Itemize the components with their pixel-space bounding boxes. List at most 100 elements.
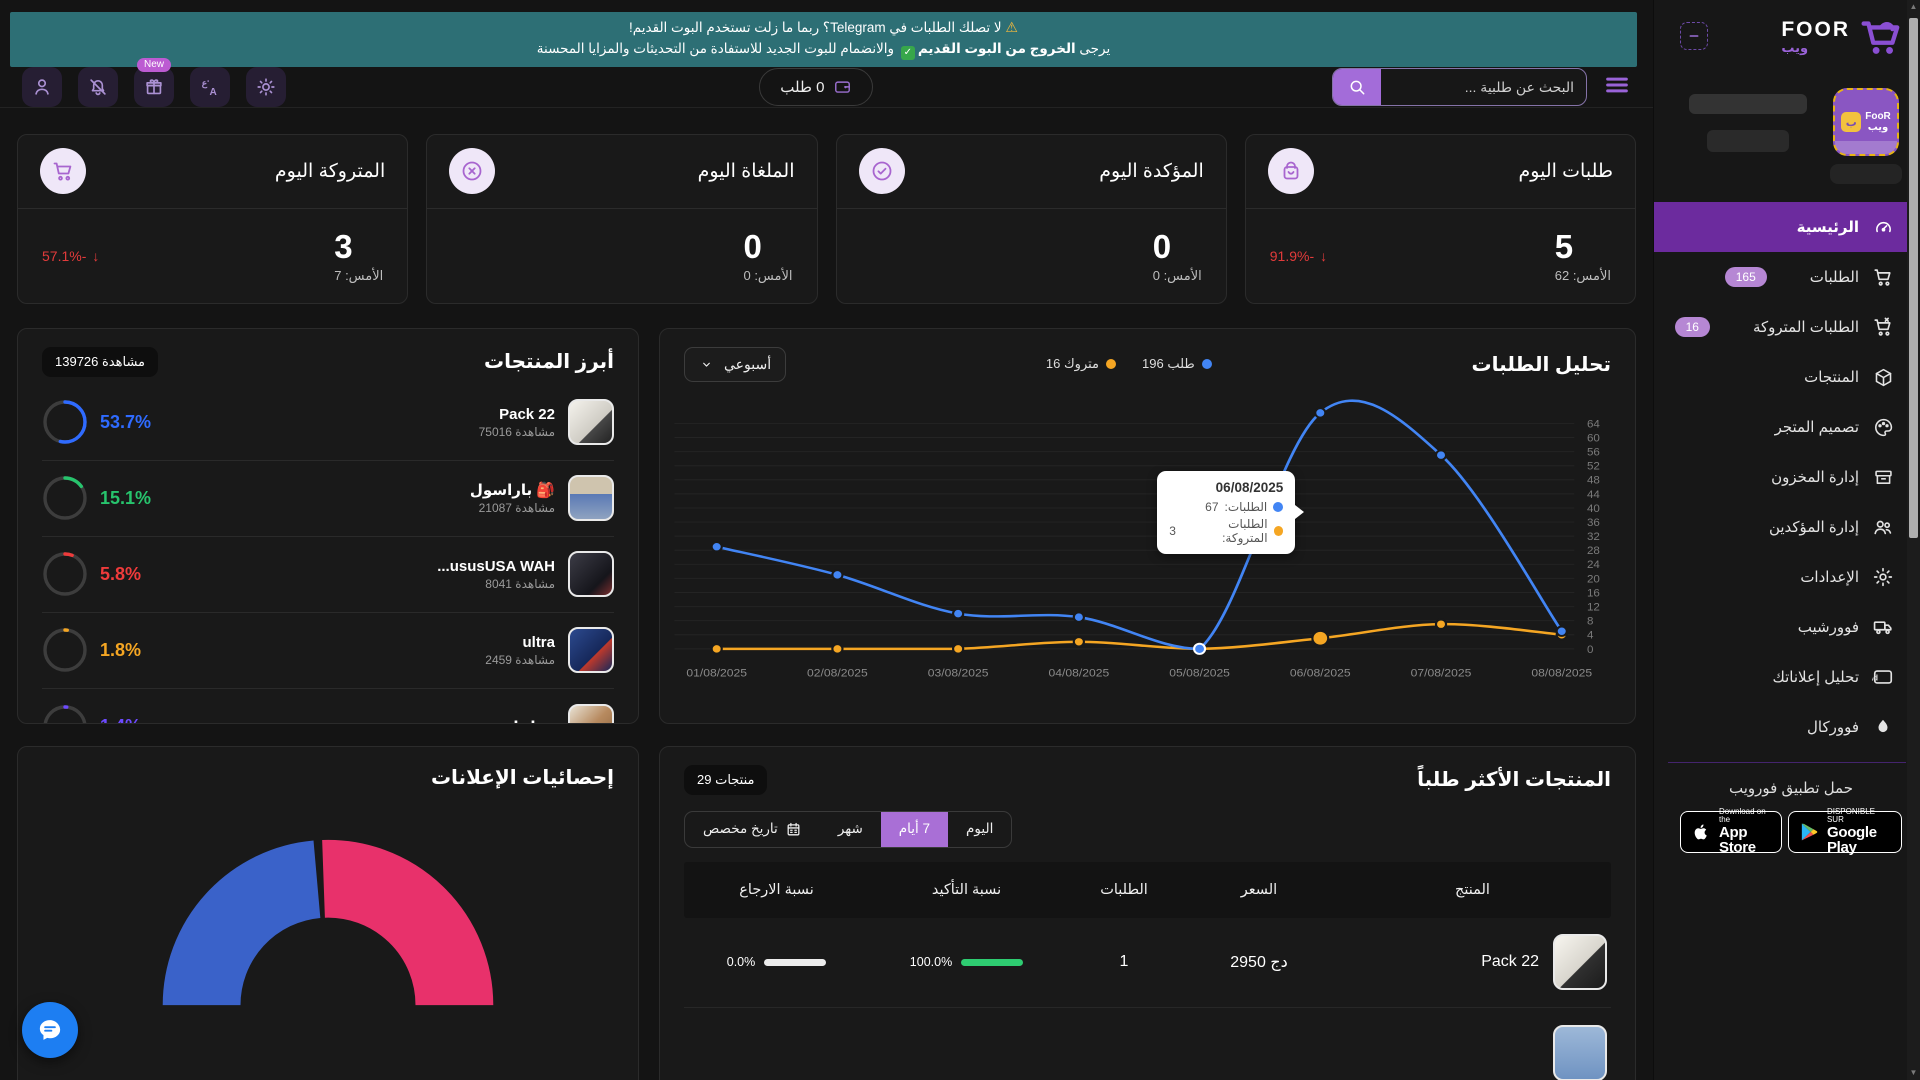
tab-1[interactable]: 7 أيام [880, 811, 949, 847]
app-store-bottom-text: App Store [1719, 823, 1756, 857]
sidebar-item-10[interactable]: فووركال [1654, 702, 1920, 752]
svg-text:60: 60 [1587, 433, 1600, 445]
gauge-svg [162, 839, 494, 1007]
truck-icon [1872, 616, 1894, 638]
stat-card-2: الملغاة اليوم 0 الأمس: 0 [426, 133, 818, 304]
svg-text:04/08/2025: 04/08/2025 [1048, 667, 1109, 680]
orders-line-chart[interactable]: 0 4 8 12 16 20 24 28 32 36 40 44 48 52 56 60 64 01/08/202… [660, 390, 1635, 690]
sidebar-top: FOOR ويب [1680, 14, 1902, 60]
gift-button[interactable]: New [134, 57, 174, 107]
svg-text:16: 16 [1587, 588, 1600, 600]
page-scrollbar[interactable]: ▲ ▼ [1907, 0, 1920, 1080]
dashboard-icon [1872, 216, 1894, 238]
toolbar-icon-buttons: New ع A [22, 57, 286, 107]
store-avatar[interactable]: FooR ويب ب [1833, 88, 1899, 156]
person-icon [31, 76, 53, 98]
arrow-down-icon: ↓ [1320, 247, 1328, 264]
product-percent: 53.7% [100, 411, 152, 432]
banner-line1: لا تصلك الطلبات في Telegram؟ ربما ما زلت… [629, 20, 1002, 35]
google-play-badge[interactable]: DISPONIBLE SUR Google Play [1787, 807, 1902, 856]
sidebar-item-2[interactable]: الطلبات المتروكة 16 [1654, 302, 1920, 352]
sidebar-item-0[interactable]: الرئيسية [1654, 202, 1920, 252]
product-name: ...ususUSA WAH [437, 557, 555, 575]
stat-card-value: 0 [1152, 227, 1172, 265]
ads-gauge-chart [18, 832, 638, 1012]
line-chart-svg: 048121620242832364044485256606401/08/202… [674, 399, 1600, 680]
avatar-caption-skeleton [1830, 164, 1902, 184]
tab-0[interactable]: اليوم [948, 812, 1011, 847]
svg-text:36: 36 [1587, 517, 1600, 529]
wallet-icon [833, 77, 852, 96]
column-header-4: نسبة الارجاع [739, 881, 814, 898]
scrollbar-up-arrow[interactable]: ▲ [1909, 2, 1918, 11]
stat-card-value: 5 [1554, 227, 1574, 265]
sidebar-user-area: FooR ويب ب [1680, 88, 1902, 184]
tab-2[interactable]: شهر [820, 812, 881, 847]
orders-count-pill[interactable]: 0 طلب [759, 67, 874, 106]
top-product-row[interactable]: حذاء انيق 1.4% [42, 689, 614, 723]
svg-text:A: A [210, 87, 218, 98]
stat-card-title: الملغاة اليوم [697, 160, 795, 182]
users-icon [1872, 516, 1894, 538]
bell-off-button[interactable] [78, 66, 118, 107]
period-dropdown[interactable]: أسبوعي [684, 346, 787, 382]
most-ordered-panel: المنتجات الأكثر طلباً 29 منتجات اليوم 7 … [659, 745, 1636, 1080]
product-percent: 5.8% [100, 563, 142, 584]
search-input[interactable] [1381, 68, 1586, 105]
check-circle-icon [858, 148, 905, 195]
stats-row: طلبات اليوم 5 الأمس: 62 ↓ -91.9% المؤكدة… [17, 133, 1636, 304]
stat-card-change: ↓ -91.9% [1269, 247, 1328, 264]
new-badge: New [136, 57, 172, 72]
table-row[interactable]: Pack 22 2950 دج 1 100.0% 0.0% [684, 918, 1611, 1008]
check-icon: ✓ [900, 45, 915, 60]
gift-icon [143, 76, 165, 98]
avatar-subtext: ويب [1867, 122, 1889, 133]
top-product-row[interactable]: Pack 22 75016 مشاهدة 53.7% [42, 385, 614, 461]
svg-text:0: 0 [1587, 644, 1593, 656]
sidebar-item-4[interactable]: تصميم المتجر [1654, 402, 1920, 452]
sidebar-collapse-button[interactable] [1680, 22, 1708, 50]
period-selected-value: أسبوعي [724, 355, 772, 372]
support-chat-button[interactable] [22, 1002, 78, 1058]
product-views: 75016 مشاهدة [478, 424, 555, 439]
product-thumbnail [568, 551, 614, 598]
sidebar-item-1[interactable]: الطلبات 165 [1654, 252, 1920, 302]
sidebar-item-8[interactable]: فوورشيب [1654, 602, 1920, 652]
product-thumbnail [1553, 934, 1607, 991]
sidebar-item-9[interactable]: Ad تحليل إعلاناتك [1654, 652, 1920, 702]
legend-item-0: 196 طلب [1142, 356, 1212, 372]
legend-dot [1201, 359, 1212, 370]
banner-line2-suffix: والانضمام للبوت الجديد للاستفادة من التح… [536, 40, 898, 56]
tab-3[interactable]: تاريخ مخصص [685, 812, 820, 847]
sidebar-item-7[interactable]: الإعدادات [1654, 552, 1920, 602]
sidebar-divider [1668, 762, 1906, 763]
top-product-row[interactable]: ...ususUSA WAH 8041 مشاهدة 5.8% [42, 537, 614, 613]
stat-card-yesterday: الأمس: 62 [1554, 267, 1611, 283]
order-search [1332, 67, 1587, 106]
table-row-partial[interactable] [684, 1008, 1611, 1080]
svg-text:32: 32 [1587, 531, 1600, 543]
top-product-row[interactable]: باراسول 🎒 21087 مشاهدة 15.1% [42, 461, 614, 537]
top-product-row[interactable]: ultra 2459 مشاهدة 1.8% [42, 613, 614, 689]
sidebar-item-5[interactable]: إدارة المخزون [1654, 452, 1920, 502]
orders-pill-label: 0 طلب [780, 78, 825, 96]
svg-text:8: 8 [1587, 616, 1593, 628]
scrollbar-thumb[interactable] [1909, 18, 1918, 538]
cart-icon [1872, 266, 1894, 288]
sun-button[interactable] [246, 66, 286, 107]
cart-logo-icon [1856, 14, 1902, 60]
hamburger-menu-button[interactable] [1603, 71, 1631, 102]
product-percent: 1.8% [100, 639, 142, 660]
stat-card-title: المتروكة اليوم [274, 160, 386, 182]
app-store-badge[interactable]: Download on the App Store [1680, 807, 1782, 856]
scrollbar-down-arrow[interactable]: ▼ [1909, 1068, 1918, 1077]
product-percent: 1.4% [100, 716, 141, 723]
sidebar-item-6[interactable]: إدارة المؤكدين [1654, 502, 1920, 552]
svg-text:20: 20 [1587, 574, 1600, 586]
search-button[interactable] [1333, 68, 1381, 105]
sidebar-item-3[interactable]: المنتجات [1654, 352, 1920, 402]
person-button[interactable] [22, 66, 62, 107]
banner-line2-bold: الخروج من البوت القديم [917, 40, 1076, 56]
